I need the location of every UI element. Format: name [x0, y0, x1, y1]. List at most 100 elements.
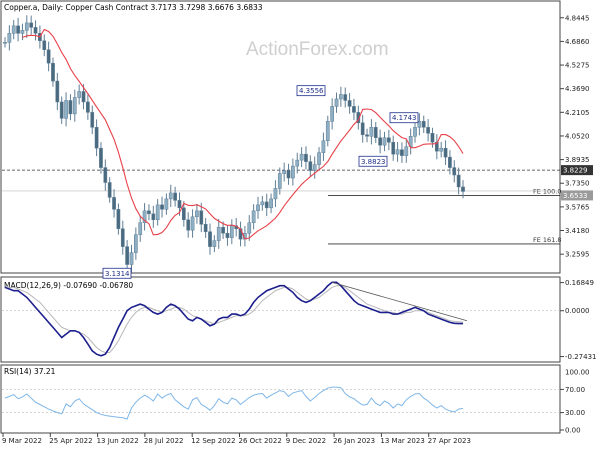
- price-tick-label: 3.8935: [565, 156, 590, 164]
- candle-body: [147, 210, 151, 215]
- candle-body: [46, 49, 51, 64]
- candle-body: [90, 112, 95, 128]
- candle-body: [347, 100, 352, 107]
- macd-signal-line: [4, 285, 464, 353]
- candle-body: [365, 134, 369, 137]
- candle-body: [51, 62, 55, 82]
- candle-body: [304, 153, 308, 162]
- candle-body: [352, 106, 356, 113]
- candle-body: [461, 186, 465, 192]
- candle-body: [129, 252, 134, 265]
- candle-body: [86, 101, 90, 113]
- rsi-header: RSI(14) 37.21: [4, 367, 56, 376]
- level-price-label: 3.8229: [563, 167, 588, 175]
- candle-body: [190, 216, 195, 231]
- main-panel-frame: [0, 0, 561, 274]
- candle-body: [120, 228, 125, 247]
- candle-body: [395, 149, 400, 155]
- candle-body: [77, 91, 82, 98]
- moving-average-line: [22, 28, 464, 240]
- candle-body: [299, 153, 304, 161]
- macd-title: MACD(12,26,9): [4, 281, 61, 290]
- candle-body: [142, 210, 147, 224]
- candle-body: [168, 192, 173, 200]
- candle-body: [439, 147, 444, 152]
- candle-body: [308, 161, 313, 171]
- level-price-box: [561, 165, 593, 176]
- candle-body: [16, 25, 20, 34]
- candle-body: [434, 141, 439, 152]
- time-tick-label: 25 Apr 2022: [49, 437, 92, 445]
- price-tick-label: 4.8445: [565, 14, 590, 22]
- candle-body: [125, 246, 129, 265]
- candle-body: [247, 222, 252, 234]
- candle-body: [103, 167, 108, 183]
- chart-sep: :: [61, 3, 66, 12]
- candle-body: [55, 80, 60, 103]
- price-axis: 4.8445 4.6860 4.5275 4.3690 4.2105 4.0520 3.89…: [560, 14, 590, 259]
- rsi-tick-label: 70.00: [565, 386, 585, 394]
- chart-timeframe-sep: ,: [37, 3, 42, 12]
- candle-body: [452, 167, 457, 176]
- candle-body: [295, 159, 300, 167]
- candle-body: [448, 156, 452, 168]
- candle-body: [64, 100, 68, 119]
- candle-body: [24, 22, 29, 31]
- candle-body: [282, 170, 287, 174]
- candle-body: [260, 201, 265, 206]
- price-tick-label: 3.5765: [565, 203, 590, 211]
- candle-body: [378, 137, 382, 146]
- candle-body: [42, 40, 47, 50]
- price-tick-label: 3.2595: [565, 251, 590, 259]
- fe-level-label: FE 161.8: [533, 236, 562, 244]
- candle-body: [7, 33, 12, 43]
- rsi-panel-frame: [0, 364, 561, 434]
- candle-body: [20, 30, 25, 34]
- rsi-line: [4, 386, 464, 420]
- price-tick-label: 3.4180: [565, 227, 590, 235]
- candle-body: [221, 226, 225, 234]
- candle-body: [317, 152, 321, 165]
- candle-body: [360, 122, 365, 136]
- candle-body: [251, 210, 256, 224]
- candle-body: [321, 140, 326, 153]
- candle-body: [33, 27, 38, 34]
- candle-body: [68, 100, 73, 115]
- candle-body: [216, 226, 221, 241]
- candle-body: [325, 121, 330, 141]
- chart-symbol: Copper.a: [4, 3, 37, 12]
- time-tick-label: 28 Jul 2022: [144, 437, 184, 445]
- candle-body: [116, 209, 121, 229]
- macd-tick-label: -0.27431: [565, 353, 596, 361]
- candle-body: [160, 204, 164, 210]
- candle-body: [229, 225, 234, 238]
- candle-body: [291, 165, 295, 179]
- rsi-tick-label: 30.00: [565, 409, 585, 417]
- candle-body: [373, 127, 378, 138]
- rsi-tick-label-top: 100.00: [565, 369, 590, 377]
- annotation-box: [102, 267, 132, 279]
- candle-body: [382, 137, 387, 146]
- macd-trend-line: [332, 281, 468, 322]
- candle-body: [81, 91, 86, 103]
- price-annotations: 4.3556 4.1743 3.8823 3.1314: [102, 85, 419, 279]
- annotation-label: 3.8823: [361, 158, 386, 166]
- rsi-tick-label: 0.00: [565, 427, 581, 435]
- time-axis: 9 Mar 2022 25 Apr 2022 13 Jun 2022 28 Jul 2…: [2, 433, 471, 445]
- chart-header: Copper.a, Daily: Copper Cash Contract 3.…: [4, 3, 263, 12]
- annotation-box: [296, 85, 326, 97]
- price-tick-label: 3.7350: [565, 180, 590, 188]
- candle-body: [195, 210, 199, 218]
- candle-body: [417, 121, 422, 128]
- time-tick-label: 13 Mar 2023: [380, 437, 424, 445]
- candle-body: [413, 127, 417, 137]
- candle-body: [426, 127, 430, 134]
- annotation-box: [389, 112, 419, 124]
- time-tick-label: 12 Sep 2022: [191, 437, 235, 445]
- price-tick-label: 4.2105: [565, 109, 590, 117]
- candle-body: [256, 204, 260, 212]
- annotation-label: 4.3556: [299, 87, 324, 95]
- candle-body: [155, 204, 160, 221]
- candle-body: [421, 121, 426, 128]
- price-tick-label: 4.3690: [565, 85, 590, 93]
